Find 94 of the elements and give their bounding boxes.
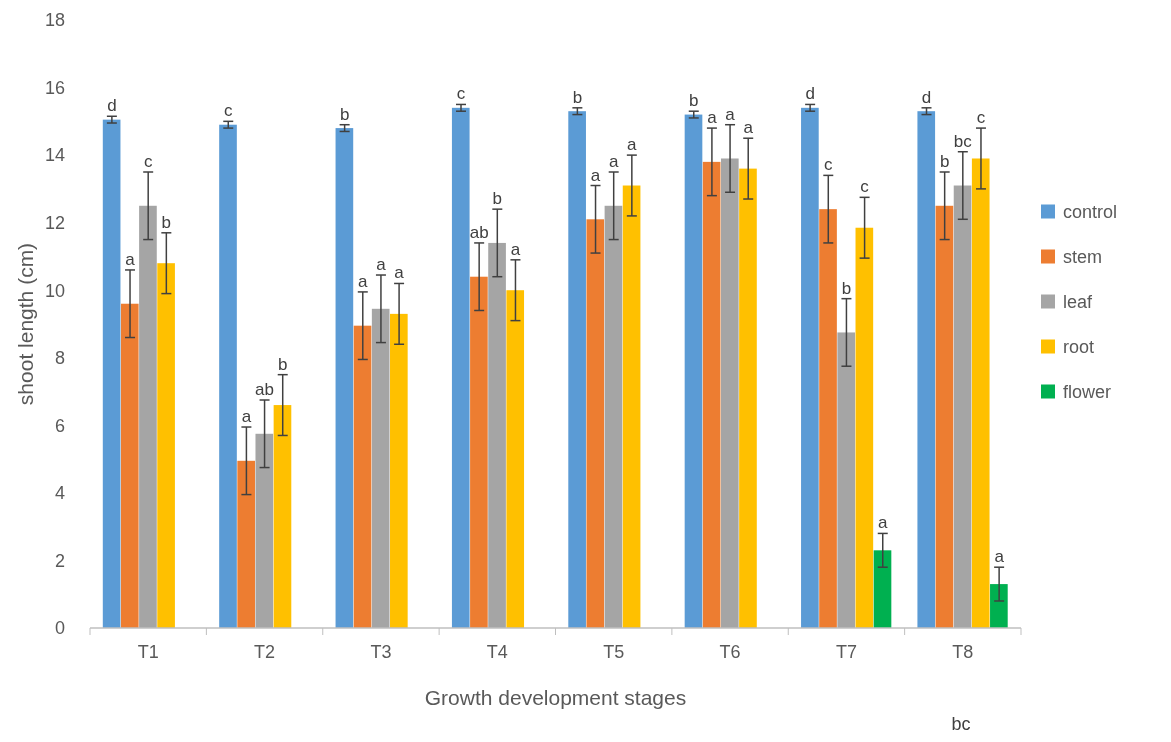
bar [157, 263, 175, 628]
bar [586, 219, 605, 628]
data-label: d [921, 87, 932, 107]
bar [371, 308, 390, 628]
bar [568, 111, 586, 628]
y-tick-label: 18 [44, 10, 65, 31]
x-tick-label: T6 [719, 642, 741, 662]
data-label: a [125, 249, 136, 269]
bar [488, 242, 506, 628]
data-label: b [841, 278, 852, 298]
data-label: c [456, 84, 466, 104]
bar [801, 107, 819, 628]
bar [935, 205, 954, 628]
legend-label: stem [1063, 246, 1103, 267]
data-label: ab [469, 222, 489, 242]
legend-label: root [1063, 336, 1095, 357]
bar [604, 205, 623, 628]
data-label: b [339, 104, 350, 124]
data-label: bc [953, 131, 973, 151]
bar [917, 111, 936, 628]
data-label: d [107, 96, 117, 116]
bar [990, 584, 1008, 628]
data-label: a [878, 513, 889, 533]
bar [819, 209, 837, 628]
data-label: a [627, 135, 638, 155]
bar [120, 303, 139, 628]
y-tick-label: 14 [44, 145, 65, 166]
y-tick-label: 10 [44, 280, 65, 301]
x-tick-label: T7 [835, 642, 857, 662]
data-label: a [725, 104, 736, 124]
data-label: b [689, 91, 699, 111]
x-tick-label: T8 [952, 642, 974, 662]
y-tick-label: 8 [54, 348, 65, 369]
bar [684, 114, 703, 628]
x-tick-label: T3 [370, 642, 392, 662]
y-tick-label: 4 [54, 483, 65, 504]
legend-label: control [1063, 201, 1118, 222]
data-label: c [976, 108, 986, 128]
data-label: b [939, 152, 950, 171]
bar [971, 158, 990, 628]
x-tick-label: T5 [603, 642, 625, 662]
x-axis-title: Growth development stages [424, 686, 687, 709]
x-tick-label: T1 [137, 642, 159, 662]
data-label: c [224, 101, 233, 121]
data-label: a [394, 263, 405, 283]
data-label: a [994, 547, 1005, 567]
bar [953, 185, 972, 628]
data-label: c [860, 177, 870, 197]
bar [335, 128, 354, 628]
text: bc [951, 714, 971, 734]
bar [837, 332, 856, 628]
bar [451, 107, 470, 628]
legend-label: flower [1063, 381, 1112, 402]
bar [506, 290, 525, 628]
bar [237, 460, 255, 628]
data-label: b [492, 189, 503, 209]
data-label: c [143, 152, 153, 171]
x-tick-label: T4 [486, 642, 508, 662]
data-label: a [510, 239, 521, 259]
data-label: a [376, 255, 387, 275]
y-axis-title: shoot length (cm) [14, 242, 37, 406]
bar [353, 325, 372, 628]
data-label: d [805, 84, 815, 104]
bar [273, 405, 292, 628]
bar [102, 119, 121, 628]
bar [622, 185, 641, 628]
data-label: ab [255, 380, 275, 399]
y-tick-label: 6 [54, 415, 65, 436]
bar [390, 313, 408, 628]
y-tick-label: 16 [44, 77, 65, 98]
bar [855, 227, 874, 628]
bar [219, 124, 237, 628]
data-label: a [358, 271, 369, 291]
bar [873, 550, 892, 628]
bar [739, 168, 757, 628]
bar [470, 276, 488, 628]
data-label: a [608, 152, 619, 171]
data-label: a [743, 118, 754, 138]
bar [720, 158, 739, 628]
y-tick-label: 2 [54, 550, 65, 571]
bar [255, 433, 274, 628]
data-label: b [161, 212, 172, 232]
bar [702, 161, 721, 628]
y-tick-label: 0 [54, 618, 65, 639]
data-label: b [277, 354, 288, 374]
data-label: a [241, 407, 252, 427]
data-label: a [590, 165, 601, 185]
data-label: b [572, 87, 583, 107]
data-label: a [707, 108, 718, 128]
x-tick-label: T2 [254, 642, 276, 662]
legend-label: leaf [1063, 291, 1094, 312]
data-label: c [824, 155, 834, 175]
y-tick-label: 12 [44, 212, 65, 233]
bar [139, 205, 157, 628]
